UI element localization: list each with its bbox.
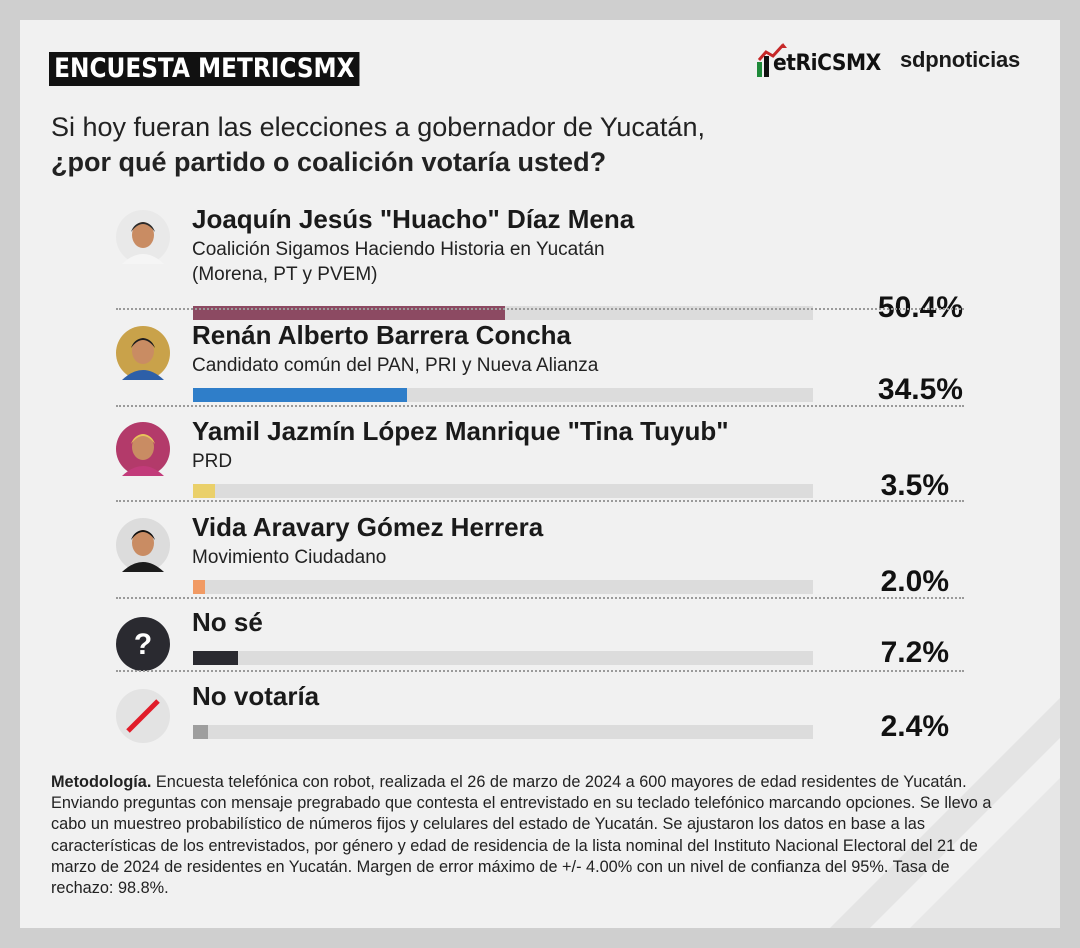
question-icon: ?	[116, 617, 170, 671]
infographic-card: ENCUESTA METRICSMX etRiCSMX sdpnoticias …	[20, 20, 1060, 928]
value-label: 34.5%	[877, 373, 963, 406]
methodology-text: Encuesta telefónica con robot, realizada…	[51, 773, 992, 898]
row-separator	[116, 670, 964, 672]
decorative-stripe	[820, 698, 1060, 928]
methodology-note: Metodología. Encuesta telefónica con rob…	[51, 772, 1011, 899]
bar-fill	[193, 484, 215, 498]
option-name: Joaquín Jesús "Huacho" Díaz Mena	[192, 204, 635, 234]
bar-fill	[193, 651, 238, 665]
option-name: No votaría	[192, 681, 320, 711]
result-row: Yamil Jazmín López Manrique "Tina Tuyub"…	[116, 416, 963, 506]
metricsmx-logo: etRiCSMX	[755, 42, 885, 82]
value-label: 50.4%	[877, 291, 963, 324]
bar-track	[193, 651, 813, 665]
party-label: Coalición Sigamos Haciendo Historia en Y…	[192, 239, 605, 260]
bar-track	[193, 484, 813, 498]
party-label: (Morena, PT y PVEM)	[192, 264, 378, 285]
candidate-photo	[116, 422, 170, 476]
bar-fill	[193, 388, 407, 402]
party-label: Movimiento Ciudadano	[192, 547, 387, 568]
candidate-photo	[116, 518, 170, 572]
row-separator	[116, 308, 964, 310]
bar-fill	[193, 725, 208, 739]
row-separator	[116, 405, 964, 407]
survey-question: Si hoy fueran las elecciones a gobernado…	[51, 110, 951, 180]
row-separator	[116, 500, 964, 502]
survey-tag: ENCUESTA METRICSMX	[49, 52, 360, 86]
candidate-photo	[116, 326, 170, 380]
sdpnoticias-logo: sdpnoticias	[900, 47, 1021, 72]
bar-fill	[193, 580, 205, 594]
question-line-1: Si hoy fueran las elecciones a gobernado…	[51, 112, 705, 142]
value-label: 3.5%	[880, 469, 949, 502]
row-separator	[116, 597, 964, 599]
question-line-2: ¿por qué partido o coalición votaría ust…	[51, 147, 607, 177]
bar-track	[193, 725, 813, 739]
value-label: 2.0%	[880, 565, 949, 598]
value-label: 2.4%	[880, 710, 949, 743]
bar-track	[193, 580, 813, 594]
result-row: No votaría 2.4%	[116, 681, 963, 771]
option-name: Yamil Jazmín López Manrique "Tina Tuyub"	[192, 416, 729, 446]
value-label: 7.2%	[880, 636, 949, 669]
party-label: Candidato común del PAN, PRI y Nueva Ali…	[192, 355, 599, 376]
option-name: No sé	[192, 607, 263, 637]
result-row: Vida Aravary Gómez Herrera Movimiento Ciu…	[116, 512, 963, 602]
svg-text:?: ?	[134, 628, 152, 661]
party-label: PRD	[192, 451, 233, 472]
candidate-photo	[116, 210, 170, 264]
no-vote-icon	[116, 689, 170, 743]
option-name: Vida Aravary Gómez Herrera	[192, 512, 544, 542]
bar-track	[193, 388, 813, 402]
methodology-label: Metodología.	[51, 773, 152, 791]
result-row: Renán Alberto Barrera Concha Candidato co…	[116, 320, 963, 410]
result-row: ? No sé 7.2%	[116, 607, 963, 697]
result-row: Joaquín Jesús "Huacho" Díaz Mena Coalició…	[116, 204, 963, 324]
option-name: Renán Alberto Barrera Concha	[192, 320, 572, 350]
